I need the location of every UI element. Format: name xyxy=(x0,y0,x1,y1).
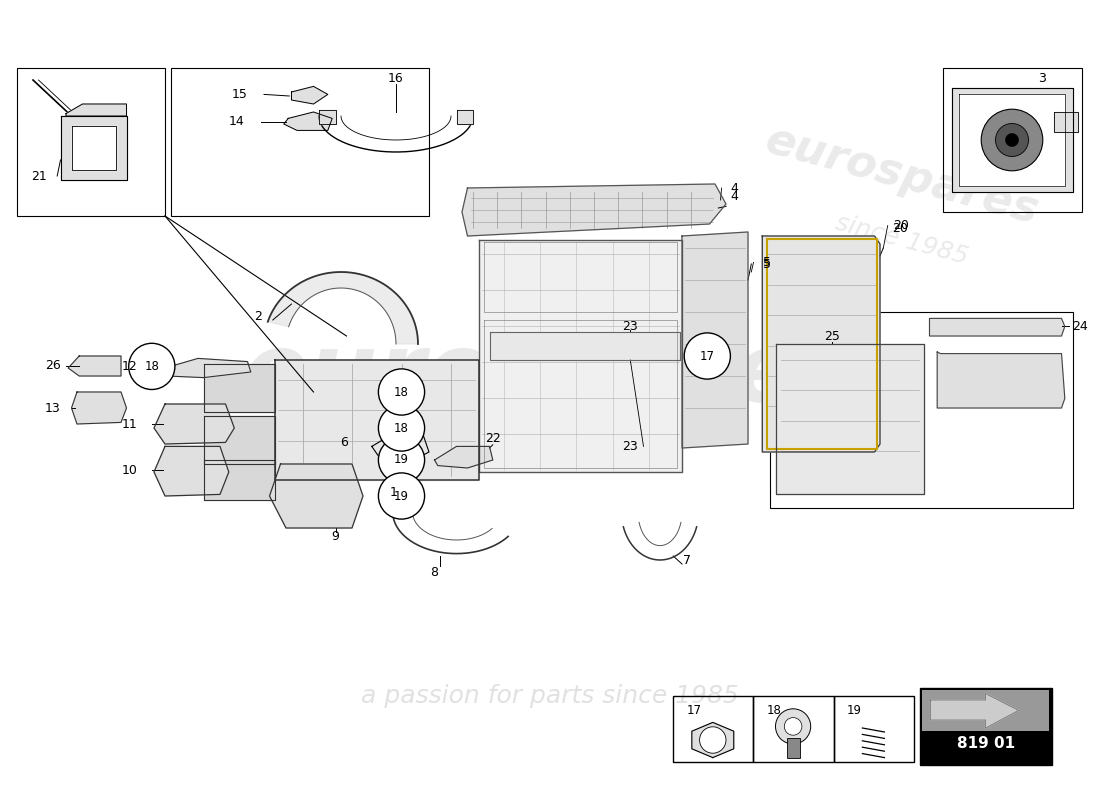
Polygon shape xyxy=(165,358,251,378)
Bar xyxy=(754,696,834,762)
Bar xyxy=(834,696,914,762)
Circle shape xyxy=(784,718,802,735)
Circle shape xyxy=(776,709,811,744)
Bar xyxy=(170,68,429,216)
Circle shape xyxy=(129,343,175,390)
Polygon shape xyxy=(270,464,363,528)
Bar xyxy=(786,738,800,758)
Text: 17: 17 xyxy=(686,704,702,717)
Bar xyxy=(920,688,1052,765)
Polygon shape xyxy=(292,86,328,104)
Text: a passion for parts since 1985: a passion for parts since 1985 xyxy=(361,684,739,708)
Polygon shape xyxy=(68,356,121,376)
Text: 24: 24 xyxy=(1072,320,1088,333)
Polygon shape xyxy=(72,126,116,170)
Text: 18: 18 xyxy=(394,422,409,434)
Polygon shape xyxy=(682,232,748,448)
Polygon shape xyxy=(490,332,680,360)
Text: 18: 18 xyxy=(144,360,159,373)
Text: 18: 18 xyxy=(394,386,409,398)
Polygon shape xyxy=(1054,112,1078,132)
Text: eurospares: eurospares xyxy=(760,119,1044,233)
Text: 7: 7 xyxy=(683,554,692,566)
Text: 26: 26 xyxy=(45,359,60,372)
Circle shape xyxy=(378,369,425,415)
Circle shape xyxy=(378,437,425,483)
Text: 20: 20 xyxy=(893,219,909,232)
Text: 23: 23 xyxy=(623,440,638,453)
Polygon shape xyxy=(931,694,1019,728)
Text: 4: 4 xyxy=(730,190,739,202)
Polygon shape xyxy=(952,88,1072,192)
Text: 17: 17 xyxy=(700,350,715,362)
Text: 5: 5 xyxy=(762,258,771,270)
Bar xyxy=(673,696,754,762)
Text: 16: 16 xyxy=(388,72,404,85)
Text: 11: 11 xyxy=(122,418,138,430)
Polygon shape xyxy=(275,360,478,480)
Polygon shape xyxy=(434,446,493,468)
Text: 10: 10 xyxy=(122,464,138,477)
Polygon shape xyxy=(154,446,229,496)
Bar xyxy=(770,312,1072,508)
Polygon shape xyxy=(60,116,126,180)
Polygon shape xyxy=(372,432,429,462)
Text: 23: 23 xyxy=(623,320,638,333)
Polygon shape xyxy=(66,104,126,116)
Circle shape xyxy=(981,110,1043,170)
Circle shape xyxy=(700,726,726,754)
Text: 6: 6 xyxy=(340,436,349,449)
Polygon shape xyxy=(959,94,1065,186)
Text: 19: 19 xyxy=(394,454,409,466)
Polygon shape xyxy=(204,364,275,412)
Polygon shape xyxy=(762,236,880,452)
Text: 15: 15 xyxy=(232,88,248,101)
Polygon shape xyxy=(462,184,726,236)
Text: since 1985: since 1985 xyxy=(833,210,971,270)
Polygon shape xyxy=(284,112,332,130)
Text: 19: 19 xyxy=(394,490,409,502)
Polygon shape xyxy=(776,344,924,494)
Text: 1: 1 xyxy=(389,486,398,498)
Text: 819 01: 819 01 xyxy=(957,737,1014,751)
Polygon shape xyxy=(204,460,275,500)
Text: eurospares: eurospares xyxy=(242,330,858,422)
Bar xyxy=(922,690,1049,731)
Polygon shape xyxy=(267,272,418,344)
Polygon shape xyxy=(478,240,682,472)
Bar xyxy=(16,68,165,216)
Polygon shape xyxy=(930,318,1065,336)
Text: 12: 12 xyxy=(122,360,138,373)
Text: 3: 3 xyxy=(1037,72,1046,85)
Text: 4: 4 xyxy=(730,182,739,194)
Text: 22: 22 xyxy=(485,432,501,445)
Polygon shape xyxy=(692,722,734,758)
Text: 25: 25 xyxy=(824,330,839,342)
Circle shape xyxy=(1005,134,1019,146)
Bar xyxy=(943,68,1082,212)
Polygon shape xyxy=(72,392,126,424)
Text: 21: 21 xyxy=(31,170,46,182)
Circle shape xyxy=(378,405,425,451)
Text: 18: 18 xyxy=(767,704,782,717)
Text: 13: 13 xyxy=(45,402,60,414)
Polygon shape xyxy=(154,404,234,444)
Text: 20: 20 xyxy=(892,222,907,234)
Polygon shape xyxy=(937,352,1065,408)
Circle shape xyxy=(684,333,730,379)
Polygon shape xyxy=(456,110,473,124)
Polygon shape xyxy=(319,110,336,124)
Text: 5: 5 xyxy=(762,256,771,269)
Circle shape xyxy=(996,123,1028,157)
Text: 2: 2 xyxy=(254,310,263,322)
Text: 8: 8 xyxy=(430,566,439,578)
Circle shape xyxy=(378,473,425,519)
Text: 19: 19 xyxy=(847,704,862,717)
Text: 9: 9 xyxy=(331,530,340,542)
Polygon shape xyxy=(204,416,275,464)
Text: 14: 14 xyxy=(229,115,244,128)
